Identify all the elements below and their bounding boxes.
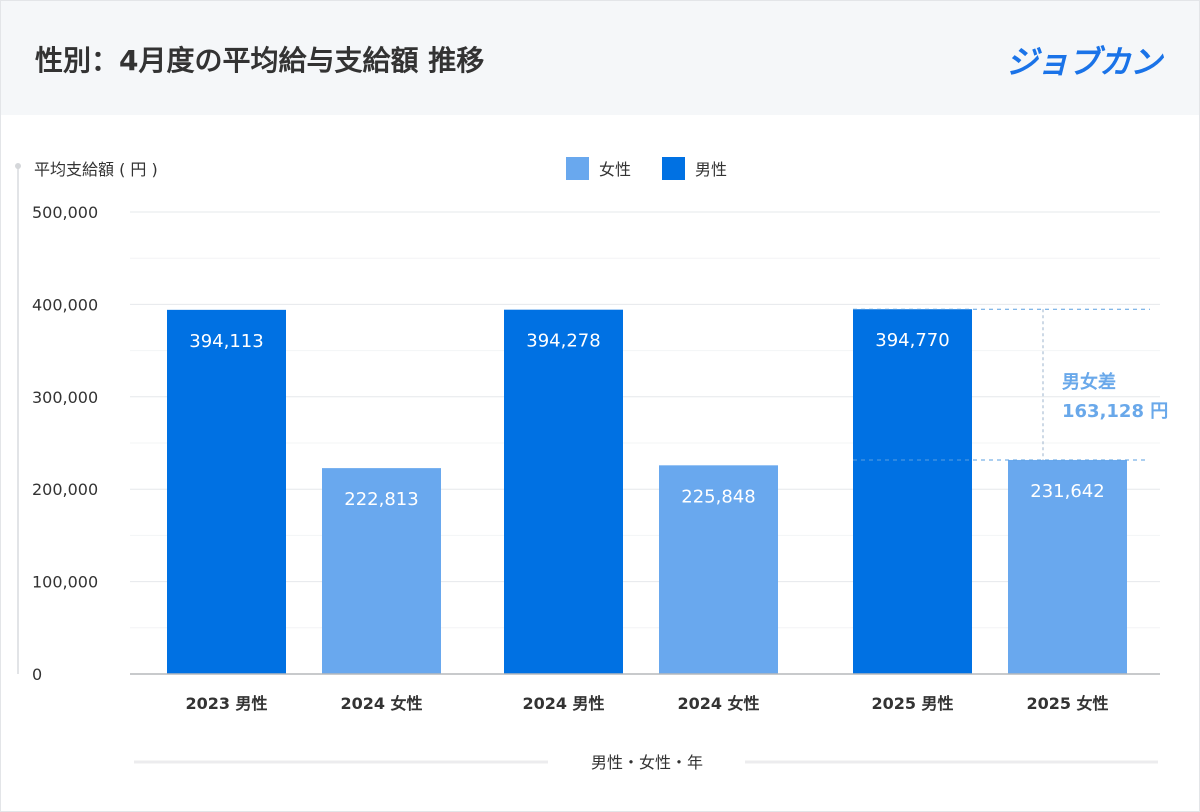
y-axis-label: 平均支給額 ( 円 ) xyxy=(34,160,158,179)
bar-value-label: 394,113 xyxy=(189,331,263,352)
x-tick-label: 2024 女性 xyxy=(677,694,759,713)
x-tick-label: 2025 男性 xyxy=(871,694,953,713)
bar-value-label: 394,770 xyxy=(875,330,949,351)
x-tick-label: 2023 男性 xyxy=(185,694,267,713)
bar-female xyxy=(659,465,778,674)
chart-title: 性別：4月度の平均給与支給額 推移 xyxy=(35,44,485,77)
y-tick-label: 300,000 xyxy=(32,388,98,407)
x-axis-label: 男性・女性・年 xyxy=(591,753,703,772)
x-tick-label: 2024 男性 xyxy=(522,694,604,713)
jobcan-logo: ジョブカン xyxy=(1005,43,1162,81)
bar-value-label: 225,848 xyxy=(681,486,755,507)
header: 性別：4月度の平均給与支給額 推移 ジョブカン xyxy=(1,1,1199,115)
bar-value-label: 394,278 xyxy=(526,331,600,352)
bar-male xyxy=(504,309,623,674)
bar-male xyxy=(167,309,286,674)
legend-swatch-female xyxy=(566,157,589,180)
legend-label: 男性 xyxy=(695,160,727,179)
y-axis-end-dot xyxy=(15,163,21,169)
legend-swatch-male xyxy=(662,157,685,180)
y-tick-label: 0 xyxy=(32,665,42,684)
x-tick-label: 2025 女性 xyxy=(1026,694,1108,713)
y-tick-label: 500,000 xyxy=(32,203,98,222)
bar-male xyxy=(853,309,972,674)
y-tick-label: 400,000 xyxy=(32,295,98,314)
legend-label: 女性 xyxy=(599,160,631,179)
annotation-value: 163,128 円 xyxy=(1062,401,1168,422)
bar-female xyxy=(1008,459,1127,674)
x-tick-label: 2024 女性 xyxy=(340,694,422,713)
y-tick-label: 200,000 xyxy=(32,480,98,499)
annotation-title: 男女差 xyxy=(1062,371,1116,393)
bar-female xyxy=(322,468,441,674)
bar-value-label: 231,642 xyxy=(1030,481,1104,502)
y-tick-label: 100,000 xyxy=(32,573,98,592)
bar-value-label: 222,813 xyxy=(344,489,418,510)
